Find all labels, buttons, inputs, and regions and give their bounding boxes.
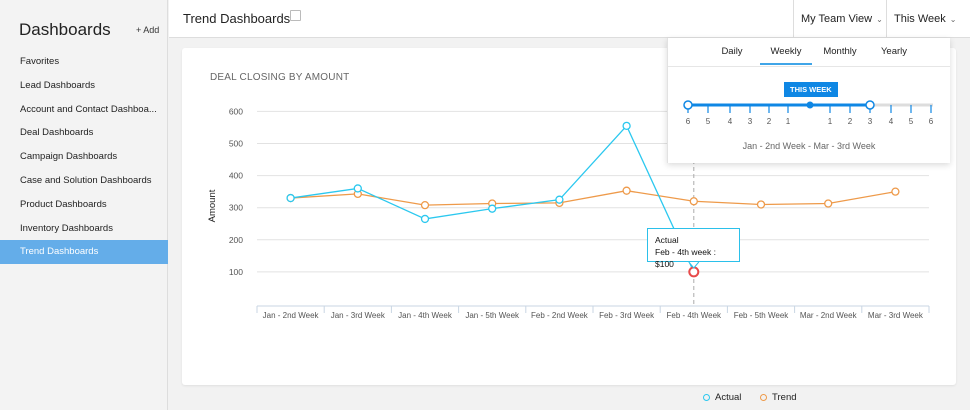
y-axis-label: Amount	[207, 189, 218, 222]
slider-tick-label: 3	[868, 117, 873, 126]
data-point[interactable]	[891, 187, 900, 196]
data-point[interactable]	[420, 214, 430, 224]
x-tick-label: Mar - 2nd Week	[800, 311, 858, 320]
sidebar-item[interactable]: Product Dashboards	[20, 198, 107, 210]
sidebar-item[interactable]: Trend Dashboards	[0, 240, 168, 265]
legend-actual[interactable]: Actual	[703, 392, 741, 403]
legend-marker-icon	[760, 394, 768, 401]
x-tick-label: Jan - 3rd Week	[331, 311, 386, 320]
sidebar-item[interactable]: Campaign Dashboards	[20, 151, 118, 163]
period-tab[interactable]: Weekly	[760, 38, 812, 65]
chevron-down-icon: ⌄	[876, 15, 883, 24]
slider-tick-label: 5	[706, 117, 711, 126]
slider-tick-label: 2	[848, 117, 853, 126]
chart-title: DEAL CLOSING BY AMOUNT	[210, 72, 350, 83]
y-tick-label: 200	[229, 235, 243, 245]
period-dropdown-label: This Week	[894, 13, 946, 25]
slider-end-handle[interactable]	[865, 100, 875, 110]
data-point[interactable]	[689, 197, 698, 206]
slider-tick-label: 5	[909, 117, 914, 126]
tooltip: Actual Feb - 4th week : $100	[647, 228, 740, 269]
data-point[interactable]	[824, 199, 833, 208]
sidebar-item[interactable]: Lead Dashboards	[20, 79, 95, 91]
data-point[interactable]	[488, 204, 497, 213]
week-range-slider[interactable]: 6 5 4 3 2 1 1 2 3 4 5 6	[668, 38, 951, 138]
data-point[interactable]	[756, 200, 766, 209]
slider-tick-label: 4	[889, 117, 894, 126]
y-tick-label: 500	[229, 139, 243, 149]
slider-tick-label: 1	[828, 117, 833, 126]
sidebar-item[interactable]: Deal Dashboards	[20, 127, 94, 139]
legend-label: Trend	[772, 392, 797, 403]
data-point[interactable]	[353, 184, 362, 193]
data-point[interactable]	[622, 186, 631, 195]
chevron-down-icon: ⌄	[949, 15, 957, 24]
tooltip-series: Actual	[655, 235, 679, 245]
data-point[interactable]	[420, 200, 430, 210]
page-title: Trend Dashboards	[183, 11, 291, 26]
sidebar-item[interactable]: Account and Contact Dashboa...	[20, 103, 157, 115]
data-point[interactable]	[555, 195, 564, 204]
slider-tick-label: 3	[748, 117, 753, 126]
sidebar: Dashboards + Add Favorites Lead Dashboard…	[0, 0, 168, 410]
add-dashboard-button[interactable]: + Add	[136, 25, 160, 35]
legend-label: Actual	[715, 392, 742, 403]
x-tick-label: Feb - 4th Week	[667, 311, 723, 320]
period-tab[interactable]: Daily	[721, 46, 743, 57]
sidebar-item[interactable]: Case and Solution Dashboards	[20, 175, 152, 186]
range-label: Jan - 2nd Week - Mar - 3rd Week	[742, 141, 876, 151]
this-week-badge: THIS WEEK	[784, 82, 838, 97]
y-tick-label: 300	[229, 203, 243, 213]
legend-marker-icon	[703, 394, 710, 401]
sidebar-title: Dashboards	[19, 20, 111, 39]
x-tick-label: Jan - 5th Week	[465, 311, 520, 320]
slider-tick-label: 4	[728, 117, 733, 126]
x-tick-label: Jan - 2nd Week	[263, 311, 320, 320]
sidebar-item[interactable]: Favorites	[20, 56, 60, 67]
legend-trend[interactable]: Trend	[760, 392, 797, 403]
slider-tick-label: 6	[686, 117, 691, 126]
x-tick-label: Feb - 2nd Week	[531, 311, 589, 320]
series-line-trend	[290, 190, 896, 206]
view-dropdown-label: My Team View	[801, 13, 873, 25]
slider-tick-label: 2	[767, 117, 772, 126]
series-line-actual	[290, 124, 695, 273]
slider-tick-label: 6	[929, 117, 934, 126]
view-dropdown[interactable]: My Team View ⌄	[793, 0, 890, 38]
y-tick-label: 600	[229, 106, 243, 116]
data-point[interactable]	[622, 121, 631, 130]
tooltip-text: Feb - 4th week : $100	[655, 247, 716, 269]
y-tick-label: 400	[229, 171, 243, 181]
period-dropdown[interactable]: This Week ⌄	[886, 0, 970, 38]
header: Trend Dashboards My Team View ⌄ This Week…	[169, 0, 970, 38]
x-tick-label: Feb - 5th Week	[734, 311, 790, 320]
sidebar-item[interactable]: Inventory Dashboards	[20, 222, 113, 234]
legend: Actual Trend	[703, 392, 813, 404]
slider-start-handle[interactable]	[683, 100, 693, 110]
period-tab[interactable]: Yearly	[880, 46, 908, 57]
x-tick-label: Feb - 3rd Week	[599, 311, 655, 320]
data-point[interactable]	[286, 193, 295, 203]
tooltip-pointer	[688, 261, 700, 269]
period-panel: Daily Weekly Monthly Yearly THIS WEEK 6 5 4 3 2…	[667, 38, 950, 163]
external-link-icon[interactable]	[290, 10, 301, 21]
slider-tick-label: 1	[786, 117, 791, 126]
x-tick-label: Jan - 4th Week	[398, 311, 453, 320]
period-tab[interactable]: Monthly	[823, 46, 857, 57]
y-tick-label: 100	[229, 267, 243, 277]
x-tick-label: Mar - 3rd Week	[868, 311, 924, 320]
current-week-marker	[806, 101, 814, 109]
